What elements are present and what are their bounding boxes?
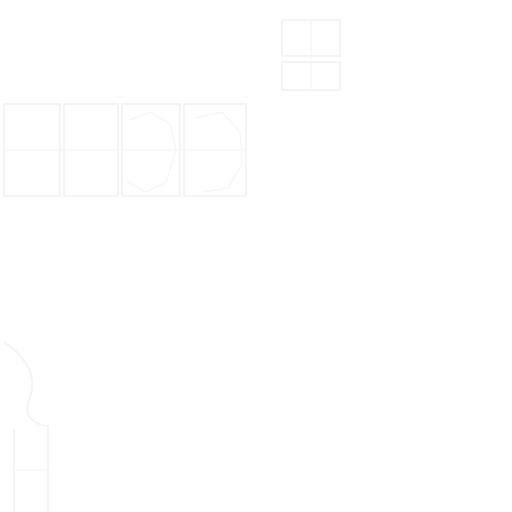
mid-left-grid-group <box>3 103 247 197</box>
lower-left-arc <box>3 341 47 427</box>
grid-curve-b <box>195 111 243 193</box>
grid-curve-a <box>127 111 177 193</box>
upper-right-block-group <box>281 19 341 91</box>
lower-left-figure-group <box>3 341 49 512</box>
